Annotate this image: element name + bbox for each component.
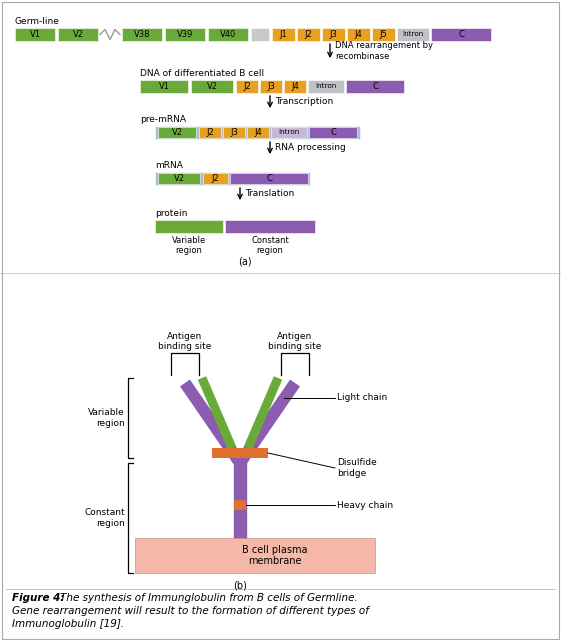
Bar [199, 127, 221, 138]
Bar [191, 80, 233, 93]
Text: B cell plasma
membrane: B cell plasma membrane [242, 545, 308, 566]
Bar [155, 172, 310, 185]
Bar [397, 28, 429, 41]
Text: J3: J3 [267, 82, 275, 91]
Text: V2: V2 [172, 128, 182, 137]
Bar [15, 28, 55, 41]
Bar [372, 28, 395, 41]
Text: Variable
region: Variable region [88, 408, 125, 428]
Polygon shape [235, 379, 300, 467]
Bar [251, 28, 269, 41]
Text: (b): (b) [233, 580, 247, 590]
Text: Intron: Intron [315, 83, 337, 90]
Text: V1: V1 [30, 30, 40, 39]
Text: Antigen
binding site: Antigen binding site [158, 331, 211, 351]
Text: J4: J4 [355, 30, 362, 39]
Bar [208, 28, 248, 41]
Bar [230, 173, 308, 184]
Text: J2: J2 [243, 82, 251, 91]
Bar [260, 80, 282, 93]
Bar [212, 448, 268, 458]
Polygon shape [198, 376, 236, 450]
Text: J4: J4 [291, 82, 299, 91]
Bar [346, 80, 404, 93]
Bar [165, 28, 205, 41]
Polygon shape [180, 379, 245, 467]
Text: pre-mRNA: pre-mRNA [140, 115, 186, 124]
Text: Figure 4:: Figure 4: [12, 593, 65, 603]
Text: J2: J2 [305, 30, 312, 39]
Text: Light chain: Light chain [337, 394, 387, 403]
Text: J5: J5 [380, 30, 388, 39]
Text: C: C [266, 174, 272, 183]
Text: V40: V40 [220, 30, 236, 39]
Bar [347, 28, 370, 41]
Text: Disulfide
bridge: Disulfide bridge [337, 458, 377, 478]
Bar [297, 28, 320, 41]
Text: DNA of differentiated B cell: DNA of differentiated B cell [140, 69, 264, 78]
Bar [140, 80, 188, 93]
Text: (a): (a) [238, 256, 252, 266]
Text: Immunoglobulin [19].: Immunoglobulin [19]. [12, 619, 124, 629]
Text: C: C [372, 82, 378, 91]
Bar [234, 500, 246, 510]
Bar [158, 173, 200, 184]
Text: The synthesis of Immunglobulin from B cells of Germline.: The synthesis of Immunglobulin from B ce… [60, 593, 358, 603]
Text: Constant
region: Constant region [84, 508, 125, 528]
Bar [247, 127, 269, 138]
Text: V2: V2 [206, 82, 218, 91]
Text: J2: J2 [206, 128, 214, 137]
Text: Gene rearrangement will result to the formation of different types of: Gene rearrangement will result to the fo… [12, 606, 369, 616]
Text: V39: V39 [177, 30, 193, 39]
Text: C: C [330, 128, 336, 137]
Text: Transcription: Transcription [275, 97, 333, 106]
Bar [122, 28, 162, 41]
Bar [271, 127, 307, 138]
Bar [158, 127, 196, 138]
Bar [284, 80, 306, 93]
Bar [308, 80, 344, 93]
Text: J3: J3 [329, 30, 337, 39]
Text: V1: V1 [159, 82, 169, 91]
Text: J3: J3 [230, 128, 238, 137]
Bar [155, 126, 360, 139]
Text: protein: protein [155, 209, 187, 218]
Bar [58, 28, 98, 41]
Polygon shape [244, 376, 282, 450]
Text: DNA rearrangement by
recombinase: DNA rearrangement by recombinase [335, 41, 433, 61]
Bar [203, 173, 228, 184]
Text: C: C [458, 30, 464, 39]
Text: Germ-line: Germ-line [15, 17, 60, 26]
Text: mRNA: mRNA [155, 161, 183, 170]
Bar [236, 80, 258, 93]
Bar [135, 538, 375, 573]
Text: J2: J2 [211, 174, 219, 183]
Bar [309, 127, 357, 138]
Text: J4: J4 [254, 128, 262, 137]
Text: V2: V2 [72, 30, 84, 39]
Bar [234, 463, 246, 538]
Bar [431, 28, 491, 41]
Bar [322, 28, 345, 41]
Text: Intron: Intron [402, 31, 424, 38]
Text: V38: V38 [134, 30, 150, 39]
Text: Translation: Translation [245, 190, 295, 199]
Text: Constant
region: Constant region [251, 236, 289, 255]
Bar [225, 220, 315, 233]
Bar [223, 127, 245, 138]
Text: Variable
region: Variable region [172, 236, 206, 255]
Text: V2: V2 [173, 174, 185, 183]
Bar [155, 220, 223, 233]
Text: RNA processing: RNA processing [275, 144, 346, 153]
Text: Antigen
binding site: Antigen binding site [268, 331, 321, 351]
Text: Intron: Intron [278, 129, 300, 135]
Text: Heavy chain: Heavy chain [337, 501, 393, 510]
Text: J1: J1 [279, 30, 287, 39]
Bar [272, 28, 295, 41]
